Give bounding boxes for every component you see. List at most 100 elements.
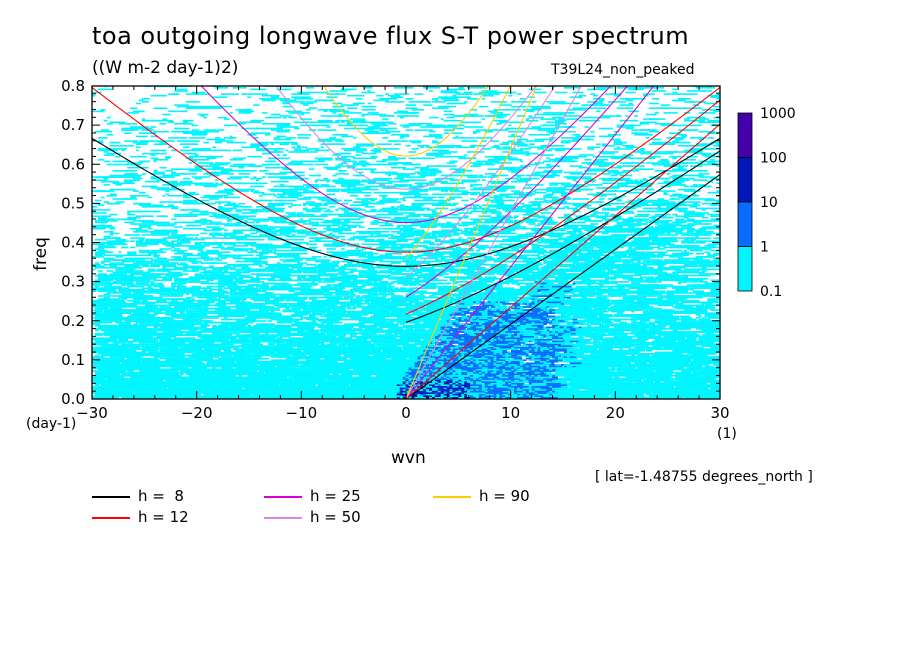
heatmap-cell <box>393 367 400 369</box>
heatmap-cell <box>364 357 371 360</box>
heatmap-cell <box>311 359 322 361</box>
heatmap-cell <box>719 387 720 390</box>
heatmap-cell <box>437 360 442 363</box>
heatmap-cell <box>478 359 484 361</box>
heatmap-cell <box>455 395 460 397</box>
heatmap-cell <box>147 382 159 385</box>
heatmap-cell <box>127 389 132 391</box>
heatmap-cell <box>634 378 646 380</box>
heatmap-cell <box>385 364 390 366</box>
heatmap-cell <box>546 382 552 385</box>
heatmap-cell <box>478 389 495 391</box>
heatmap-cell <box>631 376 642 379</box>
heatmap-cell <box>695 359 715 361</box>
heatmap-cell <box>434 353 440 355</box>
heatmap-cell <box>484 370 490 372</box>
heatmap-cell <box>92 357 108 360</box>
heatmap-cell <box>411 354 417 357</box>
heatmap-cell <box>719 395 720 397</box>
heatmap-cell <box>109 378 120 380</box>
heatmap-cell <box>355 396 360 399</box>
heatmap-cell <box>499 395 505 397</box>
heatmap-cell <box>487 384 493 386</box>
heatmap-cell <box>399 351 403 354</box>
heatmap-cell <box>206 350 222 352</box>
heatmap-cell <box>537 351 543 354</box>
heatmap-cell <box>97 382 102 385</box>
heatmap-cell <box>355 384 366 386</box>
heatmap-cell <box>282 375 299 377</box>
heatmap-cell <box>109 393 113 396</box>
heatmap-cell <box>417 356 423 358</box>
heatmap-cell <box>320 360 331 363</box>
heatmap-cell <box>601 368 610 371</box>
heatmap-cell <box>92 386 98 388</box>
heatmap-cell <box>355 362 370 365</box>
heatmap-cell <box>379 364 384 366</box>
heatmap-cell <box>253 353 266 355</box>
heatmap-cell <box>344 368 350 371</box>
heatmap-cell <box>522 348 532 350</box>
heatmap-cell <box>701 353 711 355</box>
heatmap-cell <box>203 370 222 372</box>
heatmap-cell <box>546 376 558 379</box>
heatmap-cell <box>147 346 155 349</box>
heatmap-cell <box>103 392 108 394</box>
heatmap-cell <box>654 387 662 390</box>
heatmap-cell <box>347 370 354 372</box>
heatmap-cell <box>279 346 294 349</box>
heatmap-cell <box>596 362 601 365</box>
heatmap-cell <box>182 387 196 390</box>
heatmap-cell <box>704 384 710 386</box>
heatmap-cell <box>563 390 569 393</box>
heatmap-cell <box>165 350 183 352</box>
heatmap-cell <box>326 395 332 397</box>
heatmap-cell <box>341 351 350 354</box>
heatmap-cell <box>361 351 372 354</box>
heatmap-cell <box>235 381 241 383</box>
heatmap-cell <box>244 350 249 352</box>
heatmap-cell <box>370 387 374 390</box>
heatmap-cell <box>390 379 395 382</box>
heatmap-cell <box>153 375 170 377</box>
heatmap-cell <box>115 362 120 365</box>
heatmap-cell <box>516 390 528 393</box>
heatmap-cell <box>320 373 329 375</box>
heatmap-cell <box>607 381 614 383</box>
heatmap-cell <box>437 348 444 350</box>
heatmap-cell <box>165 396 169 399</box>
heatmap-cell <box>273 379 278 382</box>
heatmap-cell <box>300 387 304 390</box>
heatmap-cell <box>519 353 526 355</box>
heatmap-cell <box>303 365 313 368</box>
heatmap-cell <box>326 373 330 375</box>
heatmap-cell <box>171 364 180 366</box>
heatmap-cell <box>675 359 683 361</box>
heatmap-cell <box>206 354 223 357</box>
heatmap-cell <box>560 353 580 355</box>
heatmap-cell <box>689 357 695 360</box>
heatmap-cell <box>470 360 474 363</box>
heatmap-cell <box>678 354 686 357</box>
heatmap-cell <box>288 392 292 394</box>
heatmap-cell <box>601 351 609 354</box>
heatmap-cell <box>127 368 133 371</box>
heatmap-cell <box>209 373 225 375</box>
heatmap-cell <box>314 386 325 388</box>
heatmap-cell <box>707 376 716 379</box>
heatmap-cell <box>543 381 547 383</box>
heatmap-cell <box>660 379 675 382</box>
heatmap-cell <box>599 396 604 399</box>
heatmap-cell <box>552 387 559 390</box>
heatmap-cell <box>136 379 153 382</box>
heatmap-cell <box>141 357 159 360</box>
heatmap-cell <box>423 389 428 391</box>
heatmap-cell <box>572 365 576 368</box>
heatmap-cell <box>215 360 221 363</box>
heatmap-cell <box>701 356 711 358</box>
heatmap-cell <box>314 371 323 374</box>
heatmap-cell <box>347 373 356 375</box>
heatmap-cell <box>519 371 525 374</box>
heatmap-cell <box>203 373 207 375</box>
heatmap-cell <box>138 365 149 368</box>
